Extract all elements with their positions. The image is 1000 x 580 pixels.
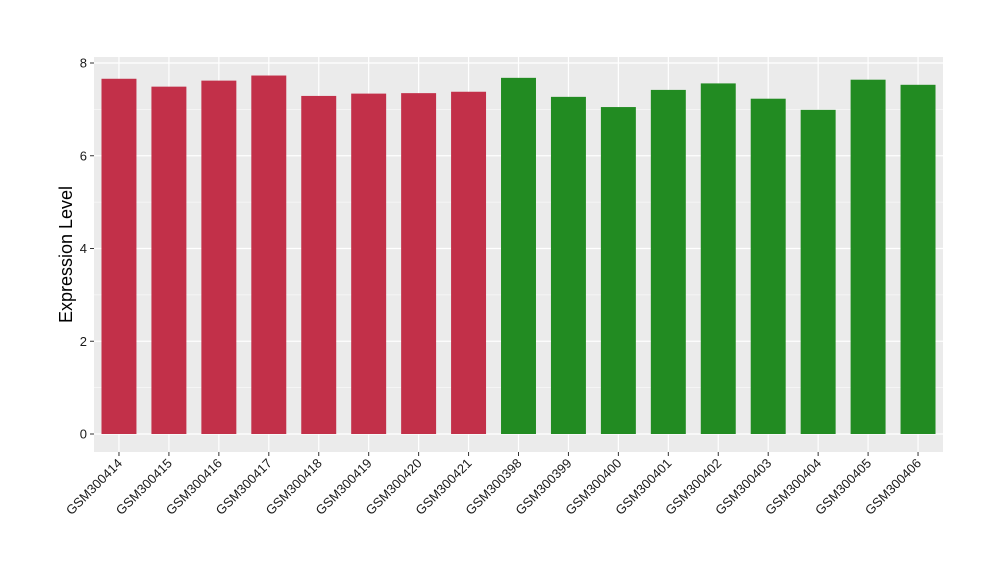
bar-GSM300403: [750, 98, 786, 435]
bar-GSM300399: [550, 96, 586, 434]
bar-GSM300401: [650, 89, 686, 435]
bar-GSM300416: [201, 80, 237, 434]
y-tick-label: 6: [80, 148, 87, 163]
y-tick-label: 4: [80, 241, 87, 256]
bar-GSM300402: [700, 83, 736, 434]
y-tick-label: 0: [80, 427, 87, 442]
bar-GSM300420: [401, 93, 437, 435]
bar-GSM300421: [451, 91, 487, 434]
bar-GSM300418: [301, 95, 337, 435]
bar-GSM300398: [501, 77, 536, 434]
bar-GSM300404: [800, 109, 836, 435]
bar-GSM300417: [251, 75, 287, 435]
y-tick-label: 8: [80, 56, 87, 71]
bar-GSM300406: [900, 84, 936, 434]
bar-GSM300405: [850, 79, 886, 434]
x-axis: GSM300414GSM300415GSM300416GSM300417GSM3…: [63, 452, 924, 518]
bar-GSM300415: [151, 86, 187, 435]
bar-GSM300414: [101, 78, 137, 434]
bar-GSM300400: [600, 107, 636, 435]
bar-GSM300419: [351, 93, 387, 435]
bars: [101, 75, 936, 435]
y-axis-title: Expression Level: [56, 186, 76, 323]
y-axis: 0 2 4 6 8: [80, 56, 94, 442]
y-tick-label: 2: [80, 334, 87, 349]
